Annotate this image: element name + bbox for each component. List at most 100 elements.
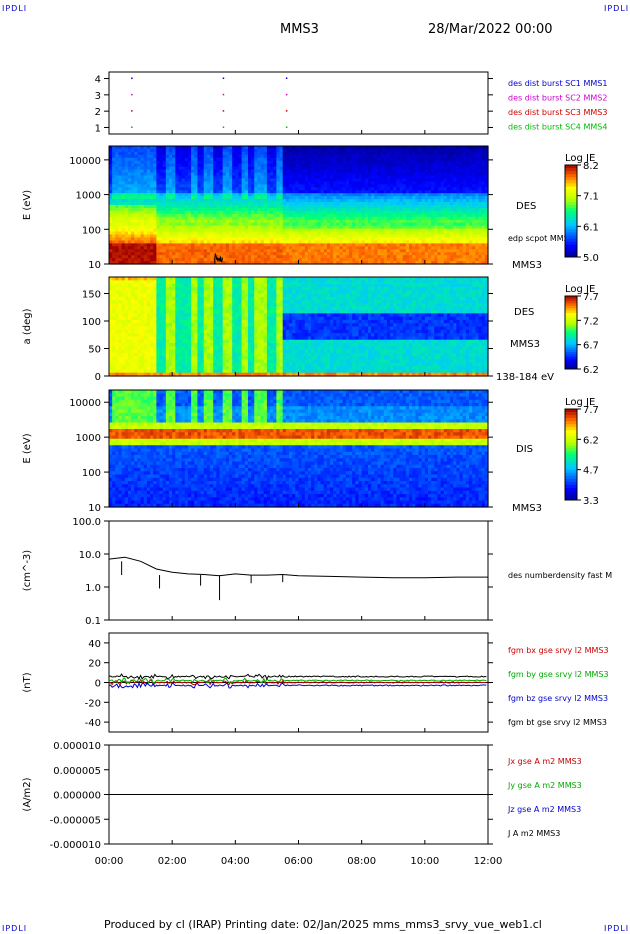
spectrogram-cell [219, 205, 224, 209]
spectrogram-cell [251, 166, 255, 171]
spectrogram-cell [184, 187, 189, 191]
spectrogram-cell [304, 213, 309, 218]
spectrogram-cell [210, 222, 214, 227]
spectrogram-cell [301, 166, 306, 171]
spectrogram-cell [232, 243, 236, 247]
spectrogram-cell [115, 205, 120, 209]
spectrogram-cell [213, 193, 217, 197]
spectrogram-cell [109, 154, 113, 159]
spectrogram-cell [178, 151, 183, 156]
spectrogram-cell [295, 213, 300, 218]
spectrogram-cell [320, 163, 325, 168]
spectrogram-cell [330, 169, 334, 174]
spectrogram-cell [276, 252, 281, 256]
spectrogram-cell [156, 160, 161, 165]
spectrogram-cell [235, 187, 240, 191]
spectrogram-cell [222, 199, 227, 203]
spectrogram-cell [229, 222, 233, 227]
spectrogram-cell [276, 222, 281, 227]
spectrogram-cell [112, 169, 116, 174]
spectrogram-cell [165, 172, 170, 177]
spectrogram-cell [181, 225, 186, 230]
spectrogram-cell [317, 178, 322, 182]
spectrogram-cell [143, 199, 148, 203]
spectrogram-cell [311, 181, 315, 185]
spectrogram-cell [222, 231, 227, 236]
spectrogram-cell [156, 261, 161, 265]
spectrogram-cell [273, 172, 277, 177]
spectrogram-cell [134, 252, 139, 256]
spectrogram-cell [232, 213, 236, 218]
spectrogram-cell [260, 190, 265, 194]
spectrogram-cell [266, 178, 271, 182]
spectrogram-cell [251, 240, 255, 244]
spectrogram-cell [292, 258, 296, 262]
spectrogram-cell [178, 166, 183, 171]
spectrogram-cell [115, 222, 120, 227]
spectrogram-cell [263, 258, 268, 262]
spectrogram-cell [140, 148, 145, 153]
spectrogram-cell [216, 255, 221, 259]
spectrogram-cell [244, 175, 249, 180]
spectrogram-cell [238, 196, 243, 200]
spectrogram-cell [112, 172, 116, 177]
spectrogram-cell [311, 157, 315, 162]
spectrogram-cell [289, 222, 293, 227]
spectrogram-cell [216, 261, 221, 265]
spectrogram-cell [169, 157, 173, 162]
spectrogram-cell [194, 169, 199, 174]
spectrogram-cell [229, 207, 233, 212]
spectrogram-cell [109, 258, 113, 262]
spectrogram-cell [244, 213, 249, 218]
spectrogram-cell [292, 246, 296, 250]
spectrogram-cell [222, 249, 227, 253]
spectrogram-cell [175, 202, 180, 206]
spectrogram-cell [134, 166, 139, 171]
spectrogram-cell [156, 210, 161, 215]
spectrogram-cell [156, 146, 161, 150]
spectrogram-cell [203, 154, 208, 159]
spectrogram-cell [118, 210, 123, 215]
spectrogram-cell [298, 210, 303, 215]
spectrogram-cell [311, 202, 315, 206]
spectrogram-cell [263, 163, 268, 168]
spectrogram-cell [197, 148, 202, 153]
spectrogram-cell [210, 225, 214, 230]
spectrogram-cell [169, 237, 173, 241]
spectrogram-cell [232, 225, 236, 230]
spectrogram-cell [150, 154, 154, 159]
spectrogram-cell [235, 205, 240, 209]
spectrogram-cell [307, 160, 312, 165]
spectrogram-cell [197, 172, 202, 177]
spectrogram-cell [260, 240, 265, 244]
spectrogram-cell [241, 246, 246, 250]
spectrogram-cell [121, 169, 126, 174]
spectrogram-cell [150, 184, 154, 188]
spectrogram-cell [137, 169, 142, 174]
spectrogram-cell [127, 222, 132, 227]
spectrogram-cell [187, 175, 192, 180]
spectrogram-cell [270, 205, 274, 209]
spectrogram-cell [216, 246, 221, 250]
spectrogram-cell [225, 225, 230, 230]
spectrogram-cell [279, 157, 284, 162]
spectrogram-cell [178, 196, 183, 200]
spectrogram-cell [254, 202, 259, 206]
spectrogram-cell [181, 163, 186, 168]
spectrogram-cell [292, 202, 296, 206]
spectrogram-cell [194, 157, 199, 162]
spectrogram-cell [210, 261, 214, 265]
spectrogram-cell [187, 240, 192, 244]
spectrogram-cell [162, 237, 167, 241]
spectrogram-cell [251, 151, 255, 156]
spectrogram-cell [140, 219, 145, 224]
spectrogram-cell [127, 219, 132, 224]
spectrogram-cell [241, 190, 246, 194]
spectrogram-cell [172, 240, 176, 244]
spectrogram-cell [187, 231, 192, 236]
spectrogram-cell [225, 205, 230, 209]
spectrogram-cell [266, 169, 271, 174]
spectrogram-cell [282, 205, 287, 209]
spectrogram-cell [330, 187, 334, 191]
spectrogram-cell [254, 154, 259, 159]
